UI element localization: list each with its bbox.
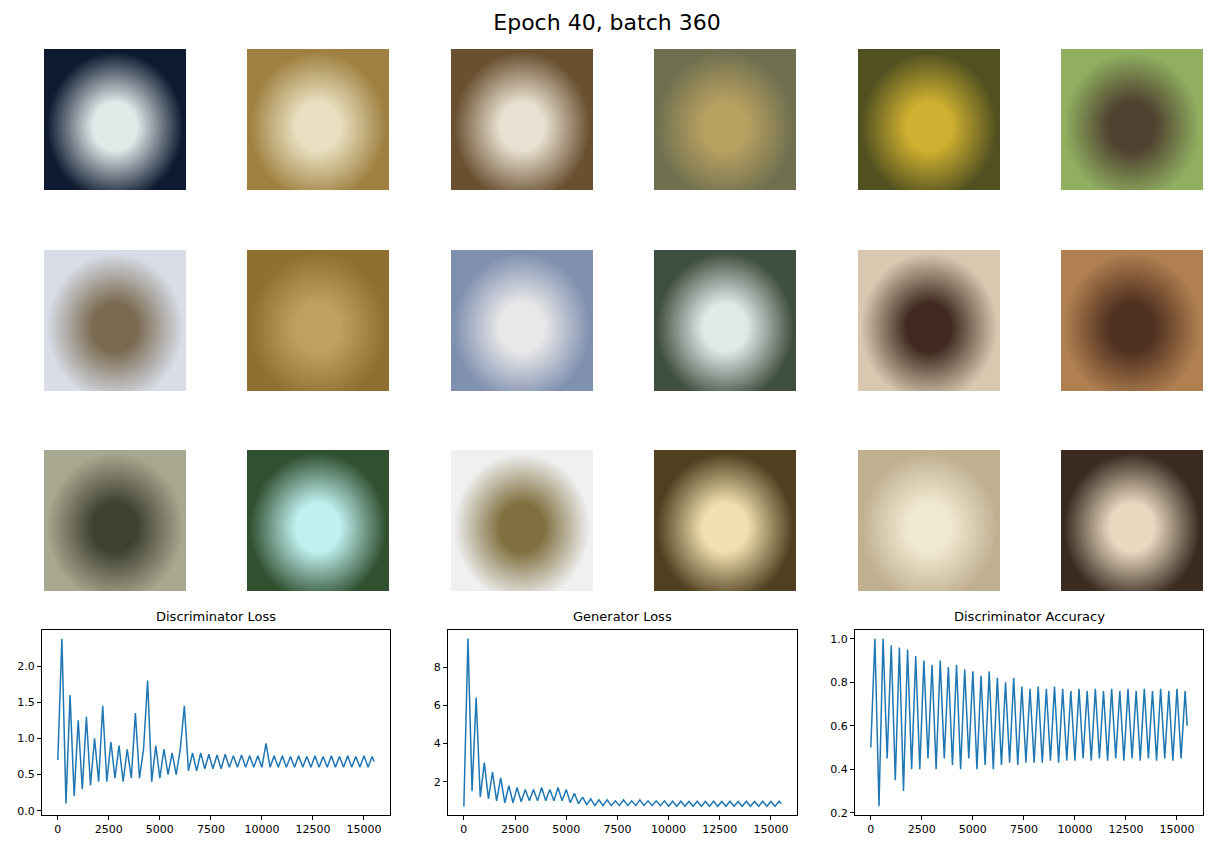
svg-text:Discriminator Accuracy: Discriminator Accuracy (954, 609, 1105, 624)
svg-text:1.5: 1.5 (17, 696, 35, 709)
svg-text:7500: 7500 (1010, 823, 1038, 836)
svg-text:4: 4 (434, 737, 441, 750)
svg-text:2: 2 (434, 776, 441, 789)
svg-text:5000: 5000 (146, 823, 174, 836)
svg-text:12500: 12500 (702, 823, 737, 836)
svg-text:Generator Loss: Generator Loss (573, 609, 672, 624)
svg-text:5000: 5000 (959, 823, 987, 836)
svg-text:15000: 15000 (346, 823, 381, 836)
svg-text:10000: 10000 (1057, 823, 1092, 836)
svg-text:2500: 2500 (501, 823, 529, 836)
svg-text:2.0: 2.0 (17, 660, 35, 673)
svg-text:10000: 10000 (244, 823, 279, 836)
svg-text:8: 8 (434, 661, 441, 674)
svg-text:0.8: 0.8 (830, 676, 848, 689)
svg-text:0.0: 0.0 (17, 805, 35, 818)
svg-text:10000: 10000 (651, 823, 686, 836)
svg-text:0: 0 (867, 823, 874, 836)
svg-text:2500: 2500 (95, 823, 123, 836)
svg-text:0.2: 0.2 (830, 807, 848, 820)
svg-text:0: 0 (460, 823, 467, 836)
svg-text:5000: 5000 (552, 823, 580, 836)
svg-text:1.0: 1.0 (17, 732, 35, 745)
svg-text:6: 6 (434, 699, 441, 712)
svg-text:2500: 2500 (908, 823, 936, 836)
svg-text:Discriminator Loss: Discriminator Loss (156, 609, 276, 624)
svg-text:0.5: 0.5 (17, 768, 35, 781)
svg-text:0.6: 0.6 (830, 720, 848, 733)
svg-text:7500: 7500 (603, 823, 631, 836)
svg-text:Epoch 40, batch 360: Epoch 40, batch 360 (493, 10, 720, 35)
svg-text:7500: 7500 (197, 823, 225, 836)
svg-text:0: 0 (54, 823, 61, 836)
svg-text:15000: 15000 (1159, 823, 1194, 836)
svg-text:12500: 12500 (295, 823, 330, 836)
svg-text:0.4: 0.4 (830, 763, 848, 776)
svg-text:15000: 15000 (753, 823, 788, 836)
svg-text:1.0: 1.0 (830, 633, 848, 646)
svg-text:12500: 12500 (1108, 823, 1143, 836)
